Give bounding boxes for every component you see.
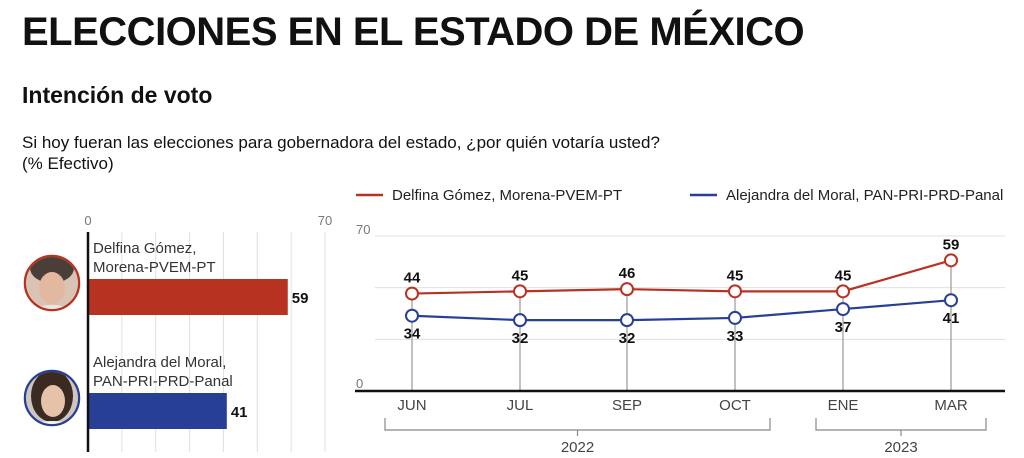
data-label-pan: 41 [943,310,960,327]
data-label-morena: 45 [835,267,852,284]
x-axis-tick-label: MAR [934,397,968,414]
bar-category-name: Delfina Gómez, [93,240,196,257]
data-label-pan: 37 [835,319,852,336]
x-axis-tick-label: JUL [507,397,534,414]
data-point-morena [728,284,742,299]
data-point-pan [944,293,958,308]
data-label-pan: 32 [619,330,636,347]
legend: Delfina Gómez, Morena-PVEM-PT Alejandra … [356,187,1003,204]
x-axis-tick-label: OCT [719,397,751,414]
year-bracket: 2022 [384,418,771,456]
bar [88,393,227,429]
data-point-pan [513,313,527,328]
line-chart: Delfina Gómez, Morena-PVEM-PT Alejandra … [355,187,1005,456]
data-label-morena: 45 [512,267,529,284]
bar-value-label: 59 [292,290,309,307]
year-label: 2023 [884,439,917,456]
year-bracket-line [815,418,987,431]
y-axis-tick-70: 70 [356,222,370,237]
bar-value-label: 41 [231,404,248,421]
data-point-morena [620,282,634,297]
data-point-morena [944,253,958,268]
legend-item-morena: Delfina Gómez, Morena-PVEM-PT [356,187,622,204]
data-point-pan [620,313,634,328]
data-label-pan: 32 [512,330,529,347]
section-subtitle: Intención de voto [22,82,213,108]
avatar-delfina-gomez [23,254,81,312]
bar-category-name: Alejandra del Moral, [93,354,226,371]
data-label-morena: 44 [404,270,421,287]
data-point-morena [836,284,850,299]
bar [88,279,288,315]
data-label-pan: 33 [727,328,744,345]
data-point-pan [836,302,850,317]
x-axis-tick-label: JUN [397,397,426,414]
y-axis-tick-0: 0 [356,376,363,391]
data-label-morena: 46 [619,265,636,282]
data-label-morena: 59 [943,236,960,253]
data-point-morena [513,284,527,299]
data-point-pan [405,308,419,323]
year-bracket-line [384,418,771,431]
bar-axis-tick-0: 0 [84,213,91,228]
series-line-morena [411,259,952,295]
series-line-pan [411,299,952,322]
legend-label-morena: Delfina Gómez, Morena-PVEM-PT [392,187,622,204]
line-gridlines [375,235,1005,340]
x-axis-tick-label: ENE [828,397,859,414]
data-point-pan [728,310,742,325]
legend-label-pan: Alejandra del Moral, PAN-PRI-PRD-Panal [726,187,1003,204]
bar-chart: 0 70 Delfina Gómez, Morena-PVEM-PT 59 Aleja… [23,213,332,452]
bar-axis-tick-70: 70 [318,213,332,228]
bar-row: Delfina Gómez, Morena-PVEM-PT 59 [88,240,308,315]
year-bracket: 2023 [815,418,987,456]
legend-item-pan: Alejandra del Moral, PAN-PRI-PRD-Panal [690,187,1003,204]
data-label-pan: 34 [404,326,421,343]
bar-row: Alejandra del Moral, PAN-PRI-PRD-Panal 41 [88,354,248,429]
avatar-alejandra-del-moral [23,369,81,427]
page-title: ELECCIONES EN EL ESTADO DE MÉXICO [22,10,805,54]
bar-category-party: Morena-PVEM-PT [93,259,216,276]
bar-category-party: PAN-PRI-PRD-Panal [93,373,233,390]
year-label: 2022 [561,439,594,456]
x-axis-tick-label: SEP [612,397,642,414]
survey-question: Si hoy fueran las elecciones para gobern… [22,133,660,173]
data-point-morena [405,286,419,301]
data-label-morena: 45 [727,267,744,284]
